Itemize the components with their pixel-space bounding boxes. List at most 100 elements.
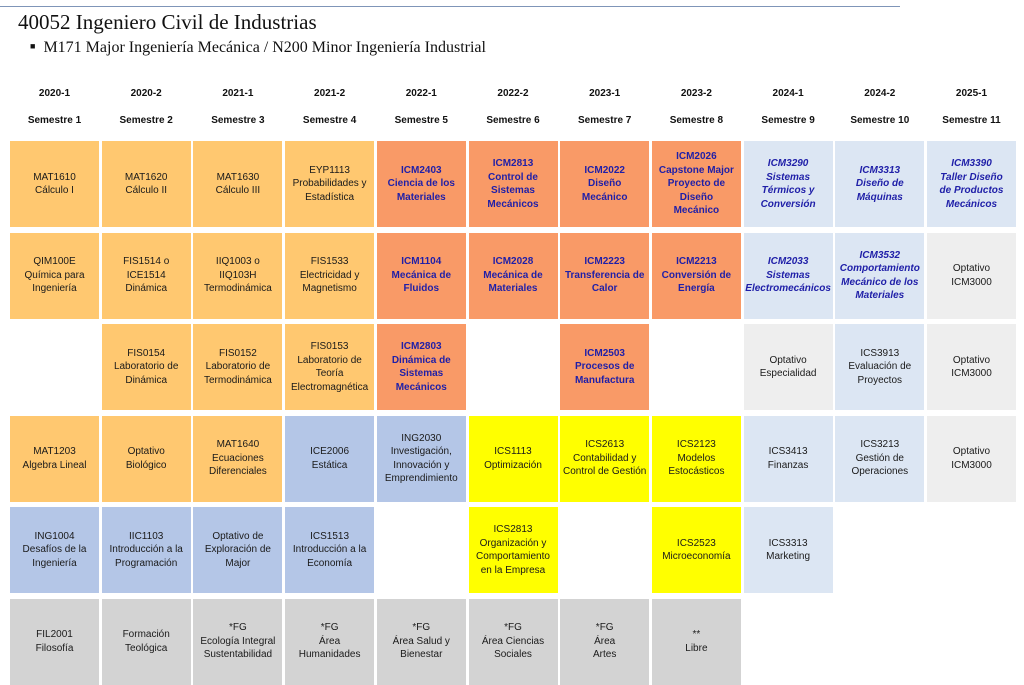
course-cell: ICM2028 Mecánica de Materiales <box>468 232 558 319</box>
course-cell: ICM3313 Diseño de Máquinas <box>835 141 925 227</box>
course-cell: QIM100E Química para Ingeniería <box>10 232 99 319</box>
course-text: EYP1113 Probabilidades y Estadística <box>292 164 367 203</box>
course-text: Optativo ICM3000 <box>951 446 992 471</box>
course-cell: IIQ1003 o IIQ103H Termodinámica <box>193 232 283 319</box>
course-cell: ICS1513 Introducción a la Economía <box>285 507 375 593</box>
course-cell: *FG Área Ciencias Sociales <box>468 598 558 685</box>
course-text: ICE2006 Estática <box>310 446 350 471</box>
semester-label: Semestre 5 <box>394 115 448 126</box>
course-cell: Optativo ICM3000 <box>927 415 1016 502</box>
course-text: ING2030 Investigación, Innovación y Empr… <box>384 432 458 485</box>
course-text: ICM3290 Sistemas Térmicos y Conversión <box>760 158 816 210</box>
course-text: ICS3313 Marketing <box>766 537 811 563</box>
course-text: ICM3532 Comportamiento Mecánico de los M… <box>839 249 920 302</box>
course-text: ICS3213 Gestión de Operaciones <box>851 439 909 478</box>
term-label: 2024-2 <box>864 88 896 99</box>
course-cell: ICS3213 Gestión de Operaciones <box>835 415 925 502</box>
course-cell: EYP1113 Probabilidades y Estadística <box>285 141 375 227</box>
course-cell: ICM2022 Diseño Mecánico <box>560 141 650 227</box>
course-text: ICS2123 Modelos Estocásticos <box>668 439 725 478</box>
term-label: 2022-2 <box>497 88 529 99</box>
course-text: ICM2813 Control de Sistemas Mecánicos <box>487 158 539 210</box>
course-text: ICS3913 Evaluación de Proyectos <box>848 347 912 386</box>
course-text: FIS0153 Laboratorio de Teoría Electromag… <box>290 341 369 393</box>
course-cell: FIL2001 Filosofía <box>10 598 99 685</box>
course-text: *FG Área Salud y Bienestar <box>392 622 450 661</box>
course-cell: Optativo ICM3000 <box>927 232 1016 319</box>
course-cell: Optativo Especialidad <box>743 324 833 410</box>
course-cell: MAT1203 Algebra Lineal <box>10 415 99 502</box>
course-cell: ICM2026 Capstone Major Proyecto de Diseñ… <box>651 141 741 227</box>
page-subtitle: ■ M171 Major Ingeniería Mecánica / N200 M… <box>30 39 486 57</box>
course-text: ICS1513 Introducción a la Economía <box>292 530 367 569</box>
course-text: MAT1203 Algebra Lineal <box>22 446 87 471</box>
course-text: ICS1113 Optimización <box>484 446 542 471</box>
course-text: *FG Ecología Integral Sustentabilidad <box>200 622 276 661</box>
course-text: ICM2803 Dinámica de Sistemas Mecánicos <box>391 341 451 393</box>
term-label: 2020-2 <box>130 88 162 99</box>
semester-label: Semestre 2 <box>119 115 173 126</box>
term-label: 2024-1 <box>772 88 804 99</box>
course-cell: ICM2033 Sistemas Electromecánicos <box>743 232 833 319</box>
course-text: Optativo ICM3000 <box>951 263 992 288</box>
course-cell: ICS2613 Contabilidad y Control de Gestió… <box>560 415 650 502</box>
course-cell: *FG Área Salud y Bienestar <box>376 598 466 685</box>
semester-label: Semestre 8 <box>669 115 724 126</box>
course-cell: ING1004 Desafíos de la Ingeniería <box>10 507 99 593</box>
course-cell: ICM2223 Transferencia de Calor <box>560 232 650 319</box>
course-cell: IIC1103 Introducción a la Programación <box>101 507 191 593</box>
course-text: ICM3390 Taller Diseño de Productos Mecán… <box>939 158 1004 210</box>
course-text: IIC1103 Introducción a la Programación <box>109 530 183 569</box>
course-cell: ICM1104 Mecánica de Fluidos <box>376 232 466 319</box>
course-cell: MAT1610 Cálculo I <box>10 141 99 227</box>
course-text: ICS2613 Contabilidad y Control de Gestió… <box>562 439 647 478</box>
course-text: *FG Área Humanidades <box>298 622 361 661</box>
semester-label: Semestre 7 <box>578 115 632 126</box>
course-text: Optativo ICM3000 <box>951 354 992 380</box>
term-label: 2021-2 <box>314 88 346 99</box>
course-text: ICS3413 Finanzas <box>767 446 809 471</box>
course-cell: ICM3390 Taller Diseño de Productos Mecán… <box>927 141 1016 227</box>
course-cell: Formación Teológica <box>101 598 191 685</box>
course-text: ICM2022 Diseño Mecánico <box>581 164 628 203</box>
course-cell: ICM3290 Sistemas Térmicos y Conversión <box>743 141 833 227</box>
course-cell: ICS3913 Evaluación de Proyectos <box>835 324 925 410</box>
course-cell: MAT1640 Ecuaciones Diferenciales <box>193 415 283 502</box>
term-label: 2021-1 <box>222 88 254 99</box>
course-text: ICM2403 Ciencia de los Materiales <box>387 164 455 203</box>
course-cell: ICM3532 Comportamiento Mecánico de los M… <box>835 232 925 319</box>
course-cell: ** Libre <box>651 598 741 685</box>
course-text: MAT1630 Cálculo III <box>215 171 261 197</box>
course-text: ICM2503 Procesos de Manufactura <box>574 347 635 386</box>
semester-label: Semestre 4 <box>302 115 357 126</box>
semester-label: Semestre 10 <box>850 115 910 126</box>
course-text: ICS2523 Microeconomía <box>662 537 731 563</box>
term-label: 2022-1 <box>405 88 437 99</box>
course-text: *FG Área Ciencias Sociales <box>481 622 545 661</box>
course-cell: MAT1630 Cálculo III <box>193 141 283 227</box>
course-text: MAT1610 Cálculo I <box>33 171 76 197</box>
course-cell: ICE2006 Estática <box>285 415 375 502</box>
semester-label: Semestre 9 <box>761 115 815 126</box>
course-text: Optativo Biológico <box>125 446 167 471</box>
top-rule <box>0 6 900 7</box>
course-text: FIL2001 Filosofía <box>35 629 74 654</box>
course-text: ICM2033 Sistemas Electromecánicos <box>745 256 831 295</box>
course-text: MAT1640 Ecuaciones Diferenciales <box>208 439 267 478</box>
course-text: Formación Teológica <box>122 629 170 654</box>
subtitle-text: M171 Major Ingeniería Mecánica / N200 Mi… <box>43 39 486 56</box>
course-text: ING1004 Desafíos de la Ingeniería <box>22 530 87 569</box>
course-text: ICS2813 Organización y Comportamiento en… <box>476 524 550 576</box>
semester-label: Semestre 6 <box>486 115 540 126</box>
curriculum-grid: MAT1610 Cálculo I QIM100E Química para In… <box>10 141 1017 685</box>
course-cell: *FG Área Artes <box>560 598 650 685</box>
course-cell: ICS2123 Modelos Estocásticos <box>651 415 741 502</box>
course-cell: Optativo de Exploración de Major <box>193 507 283 593</box>
course-text: IIQ1003 o IIQ103H Termodinámica <box>203 256 272 295</box>
course-cell: FIS1533 Electricidad y Magnetismo <box>285 232 375 319</box>
course-cell: *FG Área Humanidades <box>285 598 375 685</box>
course-cell: MAT1620 Cálculo II <box>101 141 191 227</box>
course-cell: ICM2503 Procesos de Manufactura <box>560 324 650 410</box>
course-cell: ICM2403 Ciencia de los Materiales <box>376 141 466 227</box>
semester-label: Semestre 1 <box>27 115 82 126</box>
